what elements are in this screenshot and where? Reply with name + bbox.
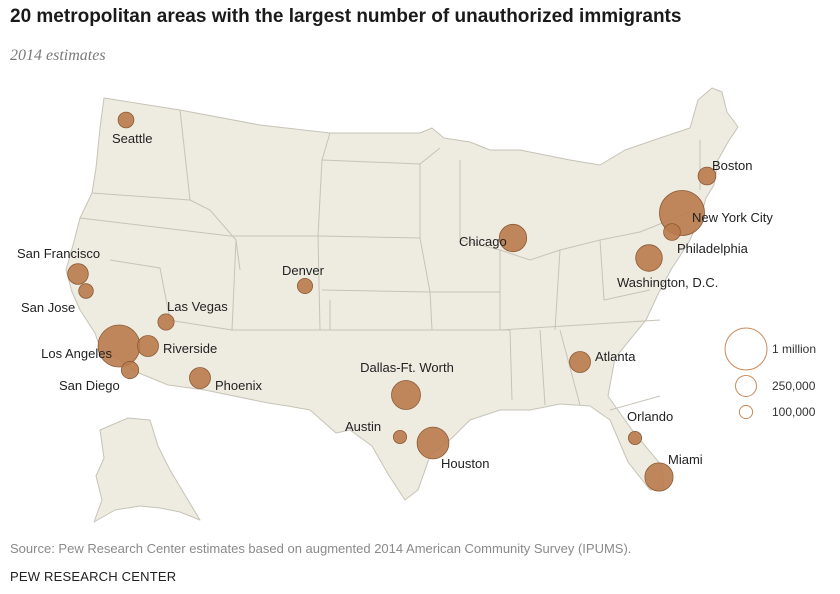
legend-circle-2 (738, 404, 754, 420)
bubble-phoenix (189, 367, 211, 389)
label-chicago: Chicago (459, 234, 507, 249)
label-washington-d-c: Washington, D.C. (617, 275, 718, 290)
source-note: Source: Pew Research Center estimates ba… (10, 541, 632, 556)
label-riverside: Riverside (163, 341, 217, 356)
legend-circle-1 (735, 375, 757, 397)
label-philadelphia: Philadelphia (677, 241, 749, 256)
label-denver: Denver (282, 263, 325, 278)
label-boston: Boston (712, 158, 752, 173)
label-san-francisco: San Francisco (17, 246, 100, 261)
bubble-las-vegas (157, 313, 175, 331)
label-san-jose: San Jose (21, 300, 75, 315)
bubble-san-diego (120, 360, 140, 380)
alaska-outline (93, 417, 201, 523)
label-los-angeles: Los Angeles (41, 346, 112, 361)
us-map: New York City Los Angeles Houston Dallas-Ft… (17, 87, 816, 523)
bubble-dallas-ft-worth (391, 380, 421, 410)
bubble-orlando (628, 430, 643, 445)
label-phoenix: Phoenix (215, 378, 262, 393)
bubble-philadelphia (663, 223, 681, 241)
legend-label-0: 1 million (772, 342, 816, 356)
label-austin: Austin (345, 419, 381, 434)
bubble-atlanta (569, 351, 591, 373)
label-san-diego: San Diego (59, 378, 120, 393)
bubble-seattle (117, 111, 135, 129)
bubble-riverside (137, 335, 159, 357)
bubble-miami (644, 462, 674, 492)
bubble-austin (392, 429, 407, 444)
state-borders (79, 109, 701, 411)
label-miami: Miami (668, 452, 703, 467)
legend-label-1: 250,000 (772, 379, 816, 393)
city-labels: New York City Los Angeles Houston Dallas-Ft… (17, 131, 773, 471)
bubble-san-jose (78, 283, 94, 299)
size-legend: 1 million 250,000 100,000 (724, 327, 816, 420)
label-dallas-ft-worth: Dallas-Ft. Worth (360, 360, 454, 375)
chart-title: 20 metropolitan areas with the largest n… (10, 6, 682, 27)
bubble-houston (416, 426, 450, 460)
label-seattle: Seattle (112, 131, 152, 146)
legend-circle-0 (724, 327, 768, 371)
label-orlando: Orlando (627, 409, 673, 424)
bubble-boston (697, 166, 717, 186)
legend-label-2: 100,000 (772, 405, 816, 419)
bubble-washington-d-c (635, 244, 663, 272)
organization-name: PEW RESEARCH CENTER (10, 569, 177, 584)
label-houston: Houston (441, 456, 489, 471)
bubble-chicago (498, 223, 528, 253)
label-las-vegas: Las Vegas (167, 299, 228, 314)
chart-subtitle: 2014 estimates (10, 47, 106, 64)
bubble-san-francisco (67, 263, 89, 285)
label-atlanta: Atlanta (595, 349, 636, 364)
label-new-york-city: New York City (692, 210, 773, 225)
bubble-denver (296, 277, 313, 294)
bubbles (67, 111, 717, 492)
